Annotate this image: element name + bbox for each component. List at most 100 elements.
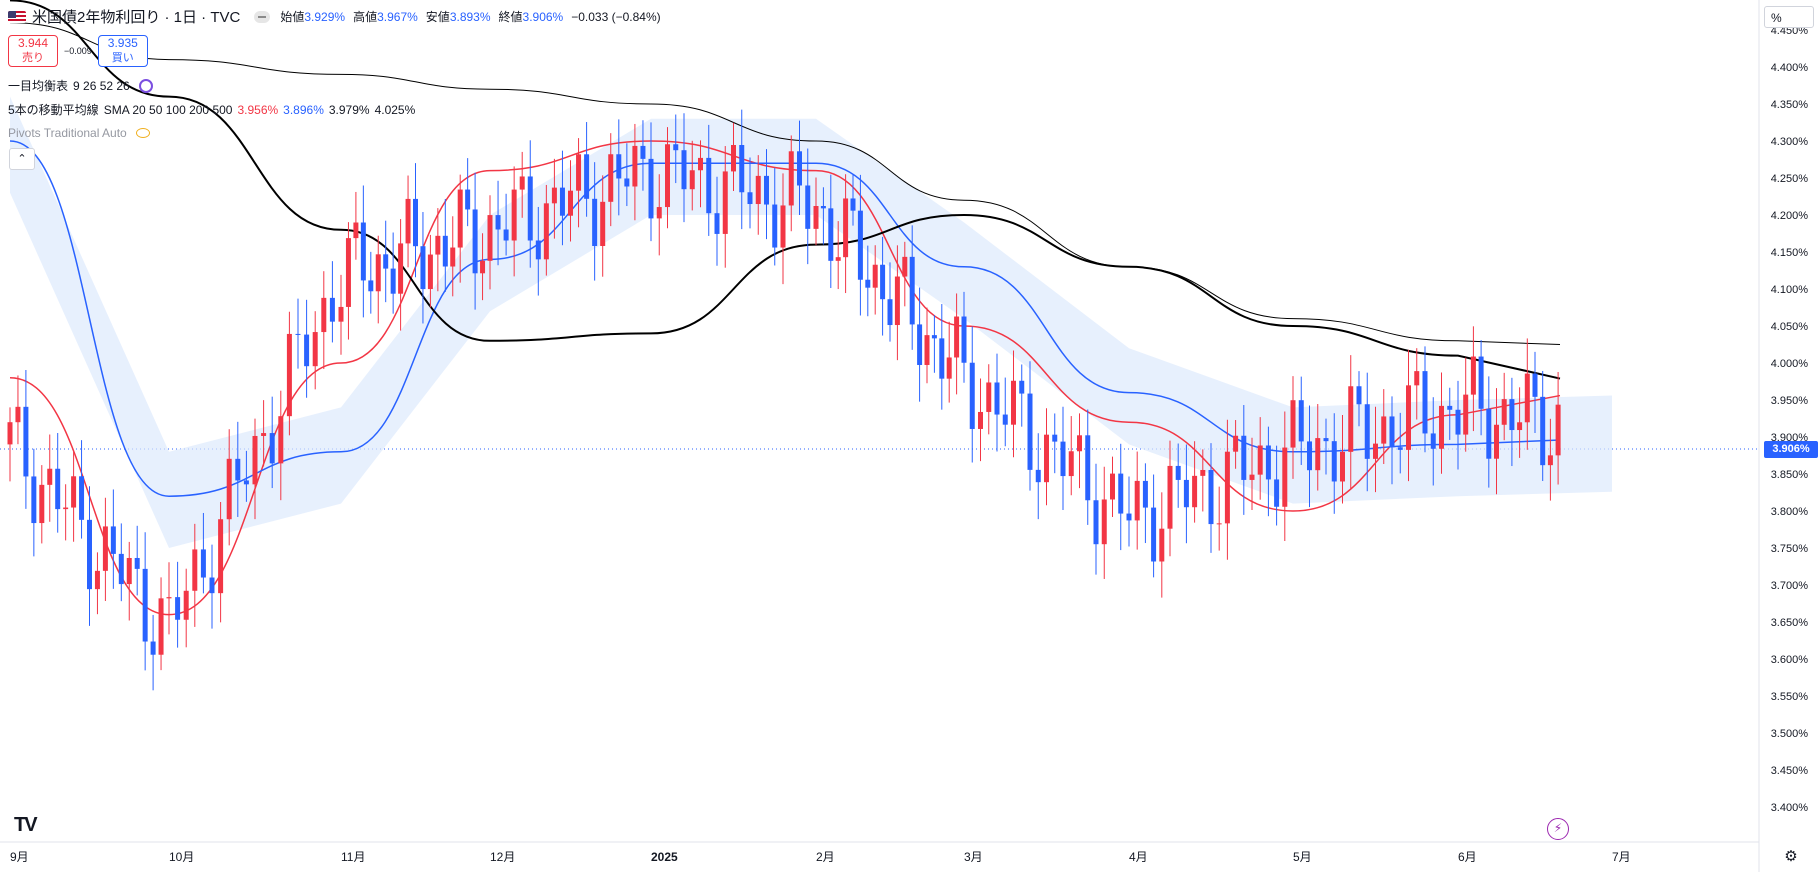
candle-body xyxy=(880,264,886,300)
candle-body xyxy=(134,557,140,569)
candle-body xyxy=(1233,435,1239,452)
candle-body xyxy=(487,215,493,261)
candle-body xyxy=(1011,380,1016,425)
candle-body xyxy=(1118,473,1124,514)
candle-body xyxy=(126,557,132,585)
hidden-eye-icon[interactable] xyxy=(135,128,150,138)
candle-body xyxy=(1323,438,1329,442)
candle-body xyxy=(961,316,967,363)
candle-body xyxy=(648,158,654,219)
candle-body xyxy=(1027,393,1033,470)
candle-body xyxy=(1381,416,1387,444)
y-tick-label: 4.100% xyxy=(1771,284,1809,296)
collapse-legend-button[interactable]: ⌃ xyxy=(9,148,35,170)
candle-body xyxy=(1422,371,1428,434)
ichimoku-cloud xyxy=(10,96,1612,548)
candle-body xyxy=(261,433,267,436)
candle-body xyxy=(1249,474,1255,480)
candle-body xyxy=(1101,499,1107,545)
candle-body xyxy=(252,435,258,485)
candle-body xyxy=(427,254,433,290)
sma-500-line[interactable] xyxy=(9,22,1561,345)
close-value: 3.906% xyxy=(522,10,564,24)
x-tick-label: 3月 xyxy=(964,850,983,864)
candle-body xyxy=(954,316,960,358)
candle-body xyxy=(1175,465,1181,480)
candle-body xyxy=(1044,434,1049,483)
candle-body xyxy=(1494,424,1499,459)
sma-200-line[interactable] xyxy=(9,0,1561,380)
candle-body xyxy=(1397,447,1403,450)
candle-body xyxy=(278,416,284,464)
ichimoku-params: 9 26 52 26 xyxy=(73,78,130,93)
candle-body xyxy=(15,406,21,423)
candle-body xyxy=(1192,475,1198,508)
candle-body xyxy=(1478,356,1484,409)
candle-body xyxy=(600,201,606,246)
reload-icon[interactable] xyxy=(138,78,153,93)
sell-label: 売り xyxy=(22,52,44,64)
candle-body xyxy=(568,190,573,216)
y-tick-label: 4.250% xyxy=(1771,173,1809,185)
settings-gear-icon[interactable]: ⚙ xyxy=(1784,848,1798,865)
candle-body xyxy=(465,189,471,210)
candle-body xyxy=(142,568,148,642)
candle-body xyxy=(887,299,893,326)
sma-label: 5本の移動平均線 xyxy=(8,103,99,117)
y-tick-label: 3.550% xyxy=(1771,691,1809,703)
y-tick-label: 3.650% xyxy=(1771,617,1809,629)
candle-body xyxy=(543,203,549,260)
candle-body xyxy=(286,333,292,417)
candle-body xyxy=(946,357,952,379)
candle-body xyxy=(1200,469,1206,476)
candle-body xyxy=(243,480,249,485)
candle-body xyxy=(102,526,108,571)
candle-body xyxy=(360,222,366,281)
ichimoku-label: 一目均衡表 xyxy=(8,79,69,93)
pivots-legend[interactable]: Pivots Traditional Auto xyxy=(8,126,155,140)
tradingview-logo-icon[interactable]: TV xyxy=(14,814,38,836)
candle-body xyxy=(1159,528,1165,562)
y-tick-label: 3.500% xyxy=(1771,728,1809,740)
y-tick-label: 4.300% xyxy=(1771,136,1809,148)
low-label: 安値 xyxy=(425,10,450,24)
candle-body xyxy=(747,192,753,205)
candle-body xyxy=(511,189,517,241)
candle-body xyxy=(714,213,720,234)
candle-body xyxy=(1257,445,1263,475)
collapse-icon[interactable] xyxy=(254,10,271,23)
candle-body xyxy=(1389,416,1395,448)
candle-body xyxy=(1348,386,1354,452)
candle-body xyxy=(420,246,426,290)
candle-body xyxy=(857,210,863,280)
candle-body xyxy=(1340,451,1345,482)
buy-button[interactable]: 3.935 買い xyxy=(97,35,148,67)
candle-body xyxy=(843,198,849,258)
candle-body xyxy=(640,145,646,159)
candle-body xyxy=(835,257,841,261)
candle-body xyxy=(894,276,900,326)
y-tick-label: 4.050% xyxy=(1771,321,1809,333)
sma-legend[interactable]: 5本の移動平均線 SMA 20 50 100 200 500 3.956% 3.… xyxy=(8,101,420,118)
candle-body xyxy=(592,198,598,246)
sell-button[interactable]: 3.944 売り xyxy=(8,35,58,67)
price-unit-selector[interactable]: % xyxy=(1764,6,1814,28)
candle-body xyxy=(788,151,794,206)
candle-body xyxy=(519,176,525,190)
lightning-icon[interactable]: ⚡ xyxy=(1547,818,1569,840)
y-tick-label: 3.600% xyxy=(1771,654,1809,666)
candle-body xyxy=(295,333,301,335)
spread-value: −0.009 xyxy=(64,46,92,56)
x-tick-label: 10月 xyxy=(169,850,194,864)
symbol-title[interactable]: 米国債2年物利回り · 1日 · TVC xyxy=(32,9,241,26)
candle-body xyxy=(1470,356,1476,395)
candle-body xyxy=(1540,396,1546,466)
y-tick-label: 4.350% xyxy=(1771,99,1809,111)
sma-20-line[interactable] xyxy=(9,140,1561,616)
candle-body xyxy=(166,597,172,599)
candle-body xyxy=(1501,399,1507,425)
candle-body xyxy=(689,170,695,190)
low-value: 3.893% xyxy=(449,10,491,24)
ichimoku-legend[interactable]: 一目均衡表 9 26 52 26 xyxy=(8,77,158,94)
